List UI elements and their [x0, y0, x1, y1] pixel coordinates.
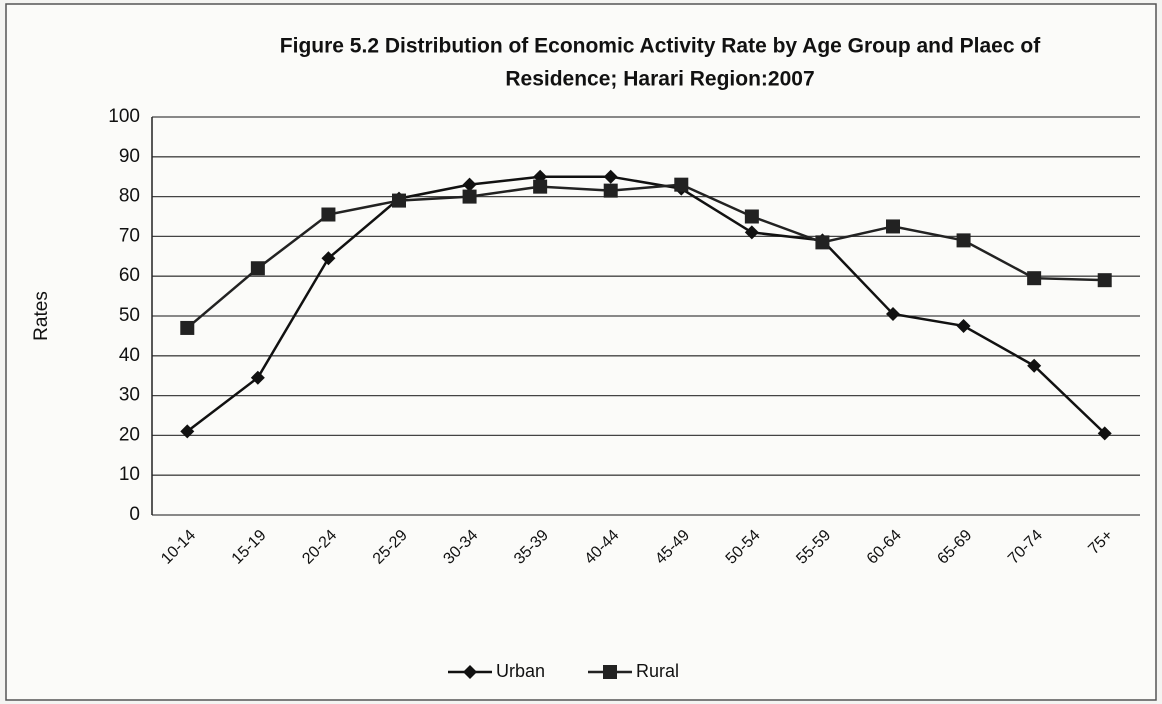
point-marker: [1097, 426, 1112, 441]
point-marker: [392, 193, 406, 208]
point-marker: [250, 261, 265, 276]
point-marker: [603, 169, 618, 184]
point-marker: [815, 235, 830, 250]
y-tick-label: 100: [108, 106, 140, 127]
chart-title: Figure 5.2 Distribution of Economic Acti…: [280, 35, 1041, 58]
point-marker: [180, 320, 195, 335]
y-tick-label: 80: [119, 186, 140, 207]
point-marker: [462, 189, 477, 204]
point-marker: [956, 318, 971, 333]
point-marker: [1027, 358, 1042, 373]
y-tick-label: 0: [129, 504, 140, 525]
point-marker: [180, 424, 195, 439]
y-tick-label: 70: [119, 225, 140, 246]
point-marker: [674, 177, 689, 192]
chart-frame: [5, 3, 1157, 701]
point-marker: [1027, 271, 1042, 286]
y-tick-label: 90: [119, 146, 140, 167]
point-marker: [603, 183, 618, 198]
point-marker: [886, 219, 900, 234]
point-marker: [886, 307, 900, 322]
legend-label: Urban: [496, 661, 545, 681]
point-marker: [321, 207, 336, 222]
y-tick-label: 50: [119, 305, 140, 326]
series-line: [186, 175, 1106, 435]
legend-label: Rural: [636, 661, 679, 681]
point-marker: [956, 233, 971, 248]
y-tick-label: 60: [119, 265, 140, 286]
point-marker: [462, 177, 477, 192]
y-tick-label: 10: [119, 464, 140, 485]
point-marker: [250, 370, 265, 385]
y-axis-label: Rates: [31, 291, 52, 341]
point-marker: [744, 225, 759, 240]
point-marker: [1097, 273, 1112, 288]
series-line: [186, 183, 1105, 329]
point-marker: [321, 251, 336, 266]
y-tick-label: 30: [119, 385, 140, 406]
chart-title: Residence; Harari Region:2007: [505, 68, 814, 91]
point-marker: [603, 665, 617, 679]
y-tick-label: 40: [119, 345, 140, 366]
y-tick-label: 20: [119, 424, 140, 445]
point-marker: [744, 209, 759, 224]
point-marker: [533, 179, 548, 194]
point-marker: [463, 665, 477, 679]
